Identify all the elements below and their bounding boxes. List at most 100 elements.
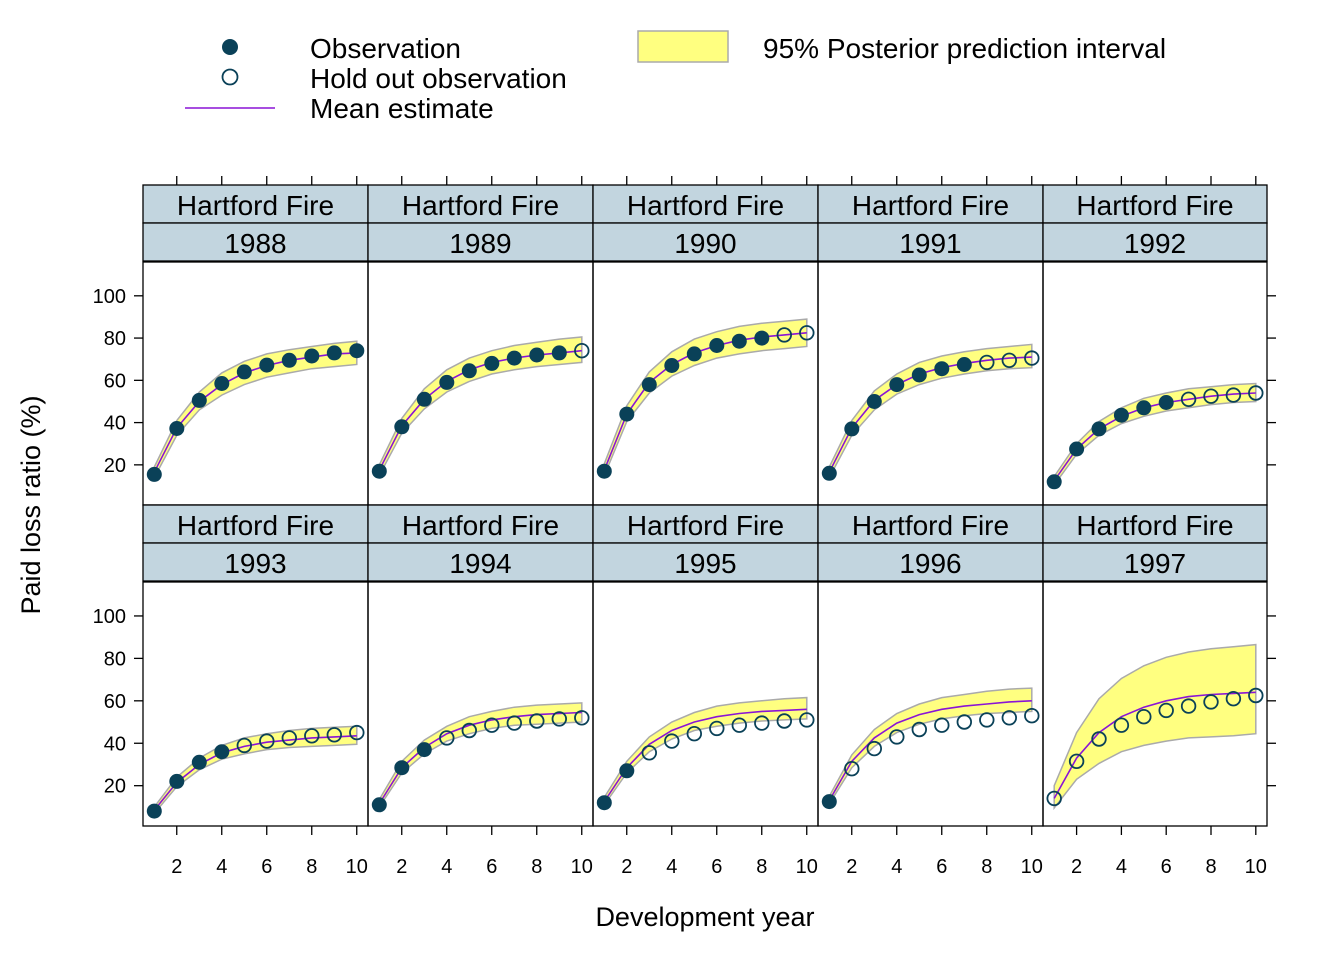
panel-1995: Hartford Fire 1995 2 4 6 8 10 (592, 504, 819, 878)
observation-point (934, 361, 950, 377)
strip-company (142, 504, 369, 544)
strip-company-label: Hartford Fire (852, 190, 1009, 221)
mean-estimate-line (153, 352, 357, 473)
observation-point (844, 421, 860, 437)
observation-point (664, 358, 680, 373)
x-tick-label: 6 (936, 856, 947, 878)
holdout-observation-point (304, 728, 320, 744)
strip-year (142, 222, 369, 262)
mean-estimate-line (603, 708, 807, 803)
holdout-observation-point (754, 715, 770, 731)
x-tick-label: 2 (1071, 856, 1082, 878)
holdout-observation-point (1024, 708, 1040, 724)
mean-estimate-line (603, 332, 807, 471)
y-tick-label: 80 (104, 648, 126, 670)
holdout-observation-point (866, 740, 883, 757)
holdout-observation-point (1068, 753, 1085, 770)
holdout-observation-point (911, 721, 928, 738)
panel-frame (1042, 261, 1268, 506)
y-tick-label: 80 (104, 328, 126, 350)
x-tick-label: 8 (981, 856, 992, 878)
holdout-observation-point (934, 717, 950, 733)
holdout-observation-point (484, 717, 500, 733)
y-tick-label: 60 (104, 370, 126, 392)
observation-point (259, 357, 275, 373)
holdout-observation-point (776, 713, 793, 729)
strip-year (817, 542, 1044, 582)
panel-1997: Hartford Fire 1997 2 4 6 8 10 (1042, 504, 1276, 878)
mean-estimate-line (378, 349, 582, 471)
holdout-observation-point (1225, 387, 1242, 403)
strip-year-label: 1991 (899, 228, 961, 259)
panel-frame (142, 581, 369, 827)
strip-company-label: Hartford Fire (177, 510, 334, 541)
strip-year (367, 222, 594, 262)
strip-company-label: Hartford Fire (1076, 190, 1233, 221)
holdout-observation-point (664, 733, 680, 749)
observation-point (439, 374, 455, 390)
prediction-interval-band (153, 340, 358, 478)
panel-1988: Hartford Fire 1988 20 40 60 80 100 (93, 176, 369, 506)
observation-point (731, 333, 747, 349)
y-tick-label: 60 (104, 691, 126, 713)
observation-point (1136, 400, 1152, 416)
x-tick-label: 8 (756, 856, 767, 878)
x-tick-label: 2 (396, 856, 407, 878)
observation-point (281, 352, 297, 368)
strip-company-label: Hartford Fire (852, 510, 1009, 541)
holdout-observation-point (1180, 391, 1197, 408)
observation-point (169, 773, 185, 789)
legend: Observation Hold out observation Mean es… (185, 30, 1166, 124)
x-tick-label: 8 (1205, 856, 1216, 878)
strip-company (1042, 504, 1268, 544)
strip-year-label: 1988 (224, 228, 286, 259)
strip-company (592, 504, 819, 544)
observation-point (596, 795, 612, 811)
prediction-interval-band (603, 318, 808, 476)
x-tick-label: 6 (711, 856, 722, 878)
mean-estimate-line (1053, 691, 1256, 799)
observation-point (484, 355, 500, 371)
observation-point (889, 377, 905, 393)
holdout-observation-point (349, 724, 365, 741)
observation-point (416, 742, 432, 758)
y-tick-label: 40 (104, 413, 126, 435)
holdout-observation-point (574, 710, 590, 726)
strip-year (367, 542, 594, 582)
strip-year-label: 1994 (449, 548, 511, 579)
holdout-observation-point (1001, 710, 1018, 726)
strip-company-label: Hartford Fire (177, 190, 334, 221)
holdout-observation-point (326, 727, 343, 743)
strip-company-label: Hartford Fire (627, 510, 784, 541)
panel-frame (592, 261, 819, 506)
holdout-observation-point (776, 327, 793, 343)
observation-point (506, 350, 522, 366)
x-tick-label: 4 (666, 856, 677, 878)
holdout-observation-point (641, 745, 658, 761)
strip-year (142, 542, 369, 582)
strip-year-label: 1993 (224, 548, 286, 579)
prediction-interval-band (1053, 643, 1257, 811)
panel-1992: Hartford Fire 1992 (1042, 176, 1276, 506)
x-tick-label: 10 (1245, 856, 1267, 878)
prediction-interval-band (603, 696, 808, 808)
strip-year (1042, 222, 1268, 262)
holdout-observation-point (1225, 691, 1242, 707)
holdout-observation-point (551, 711, 568, 727)
strip-year-label: 1996 (899, 548, 961, 579)
strip-company-label: Hartford Fire (402, 190, 559, 221)
strip-year (817, 222, 1044, 262)
y-tick-label: 40 (104, 733, 126, 755)
holdout-observation-point (956, 714, 973, 730)
observation-point (416, 391, 432, 407)
prediction-interval-band (828, 687, 1033, 807)
panel-1994: Hartford Fire 1994 2 4 6 8 10 (367, 504, 594, 878)
panel-1993: Hartford Fire 1993 20 40 60 80 100 2 4 6 8 10 (93, 504, 369, 878)
mean-estimate-line (153, 735, 357, 811)
holdout-observation-point (439, 730, 455, 746)
holdout-observation-point (1091, 731, 1107, 747)
panel-1990: Hartford Fire 1990 (592, 176, 819, 506)
y-tick-label: 100 (93, 286, 126, 308)
